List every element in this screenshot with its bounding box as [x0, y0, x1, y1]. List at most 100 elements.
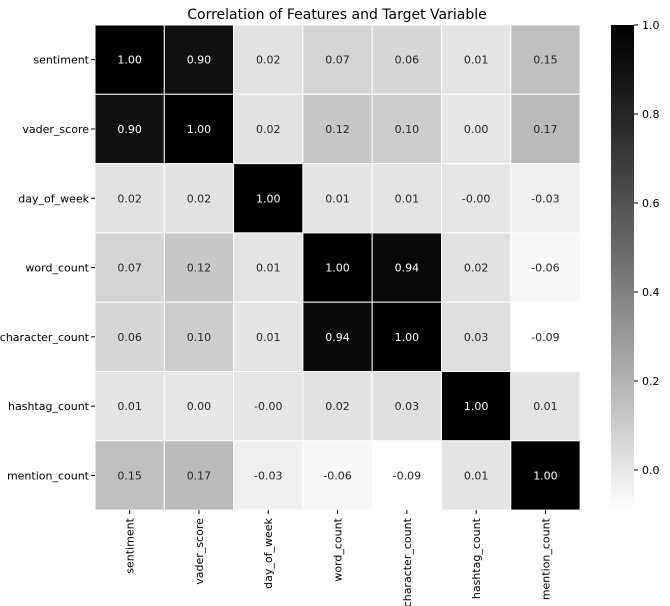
- cell-value-label: 0.03: [464, 331, 489, 344]
- heatmap-cell: [302, 232, 373, 303]
- cell-value-label: -0.03: [531, 192, 559, 205]
- heatmap-cell: [441, 24, 512, 95]
- cell-value-label: 0.07: [325, 54, 350, 67]
- cell-value-label: -0.06: [323, 469, 351, 482]
- cell-value-label: 0.02: [117, 192, 142, 205]
- cell-value-label: 0.02: [464, 262, 489, 275]
- cell-value-label: -0.09: [393, 469, 421, 482]
- row-label: hashtag_count: [8, 400, 90, 413]
- row-labels: sentiment vader_score day_of_week word_coun…: [0, 54, 95, 482]
- heatmap-cell: [94, 440, 165, 511]
- colorbar-tick-label: 0.2: [642, 375, 660, 388]
- column-labels: sentiment vader_score day_of_week word_coun…: [124, 510, 552, 606]
- cell-value-label: 0.01: [395, 192, 420, 205]
- cell-value-label: 0.02: [325, 400, 350, 413]
- column-label: mention_count: [539, 517, 552, 600]
- cell-value-label: 0.01: [117, 400, 142, 413]
- colorbar-tick-label: 0.6: [642, 197, 660, 210]
- cell-value-label: 1.00: [533, 469, 558, 482]
- cell-value-label: 0.02: [256, 123, 281, 136]
- heatmap-cell: [371, 163, 443, 234]
- cell-value-label: 0.17: [533, 123, 558, 136]
- cell-value-label: 0.02: [187, 192, 212, 205]
- cell-value-label: 0.03: [395, 400, 420, 413]
- heatmap-cell: [371, 371, 443, 442]
- cell-value-label: -0.09: [531, 331, 559, 344]
- row-label: mention_count: [7, 469, 90, 482]
- colorbar-tick-label: 1.0: [642, 19, 660, 32]
- heatmap-cell: [163, 232, 235, 303]
- cell-value-label: 1.00: [395, 331, 420, 344]
- cell-value-label: 0.01: [464, 54, 489, 67]
- heatmap-cell: [371, 440, 443, 511]
- heatmap-cell: [302, 163, 373, 234]
- heatmap-cell: [302, 24, 373, 95]
- column-label: word_count: [332, 517, 345, 581]
- cell-value-label: 0.17: [187, 469, 212, 482]
- heatmap-cell: [510, 371, 581, 442]
- cell-value-label: -0.00: [462, 192, 490, 205]
- heatmap-cell: [510, 163, 581, 234]
- cell-value-label: -0.00: [254, 400, 282, 413]
- cell-value-label: 0.01: [256, 331, 281, 344]
- cell-value-label: 1.00: [117, 54, 142, 67]
- row-label: character_count: [0, 331, 90, 344]
- cell-value-label: 0.01: [533, 400, 558, 413]
- heatmap-cell: [233, 24, 304, 95]
- column-label: day_of_week: [262, 517, 275, 588]
- colorbar-tick-label: 0.8: [642, 108, 660, 121]
- chart-title: Correlation of Features and Target Varia…: [187, 7, 486, 23]
- cell-value-label: -0.03: [254, 469, 282, 482]
- cell-value-label: -0.06: [531, 262, 559, 275]
- heatmap-cell: [371, 93, 443, 165]
- heatmap-cell: [510, 232, 581, 303]
- colorbar-gradient: [611, 25, 634, 510]
- heatmap-cell: [94, 24, 165, 95]
- cell-value-label: 0.06: [117, 331, 142, 344]
- cell-value-label: 0.15: [533, 54, 558, 67]
- heatmap-cell: [163, 24, 235, 95]
- cell-value-label: 0.01: [325, 192, 350, 205]
- cell-value-label: 0.02: [256, 54, 281, 67]
- heatmap-cell: [302, 371, 373, 442]
- heatmap-cells: 1.00 0.90 0.02 0.07 0.06 0.01 0.15 0.90 1.00 0.02…: [94, 24, 581, 511]
- cell-value-label: 0.12: [325, 123, 350, 136]
- heatmap-cell: [510, 301, 581, 373]
- row-label: word_count: [25, 262, 89, 275]
- cell-value-label: 0.01: [256, 262, 281, 275]
- cell-value-label: 0.01: [464, 469, 489, 482]
- colorbar-tick-label: 0.0: [642, 464, 660, 477]
- row-label: day_of_week: [18, 192, 89, 205]
- heatmap-cell: [441, 440, 512, 511]
- cell-value-label: 0.15: [117, 469, 142, 482]
- cell-value-label: 0.06: [395, 54, 420, 67]
- cell-value-label: 1.00: [464, 400, 489, 413]
- column-label: character_count: [401, 517, 414, 606]
- heatmap-cell: [233, 93, 304, 165]
- heatmap-cell: [233, 371, 304, 442]
- cell-value-label: 0.12: [187, 262, 212, 275]
- cell-value-label: 0.94: [325, 331, 350, 344]
- heatmap-cell: [233, 301, 304, 373]
- cell-value-label: 0.10: [395, 123, 420, 136]
- column-label: vader_score: [193, 518, 206, 585]
- column-label: hashtag_count: [470, 517, 483, 599]
- heatmap-cell: [510, 93, 581, 165]
- row-label: vader_score: [22, 123, 89, 136]
- column-label: sentiment: [124, 517, 137, 573]
- colorbar: 0.0 0.2 0.4 0.6 0.8 1.0: [611, 19, 660, 510]
- cell-value-label: 0.90: [187, 54, 212, 67]
- heatmap-cell: [441, 163, 512, 234]
- heatmap-cell: [441, 232, 512, 303]
- heatmap-cell: [233, 440, 304, 511]
- heatmap-cell: [163, 371, 235, 442]
- cell-value-label: 0.07: [117, 262, 142, 275]
- cell-value-label: 1.00: [256, 192, 281, 205]
- heatmap-cell: [233, 163, 304, 234]
- heatmap-cell: [510, 440, 581, 511]
- heatmap-cell: [94, 232, 165, 303]
- cell-value-label: 0.00: [187, 400, 212, 413]
- heatmap-cell: [94, 301, 165, 373]
- cell-value-label: 0.00: [464, 123, 489, 136]
